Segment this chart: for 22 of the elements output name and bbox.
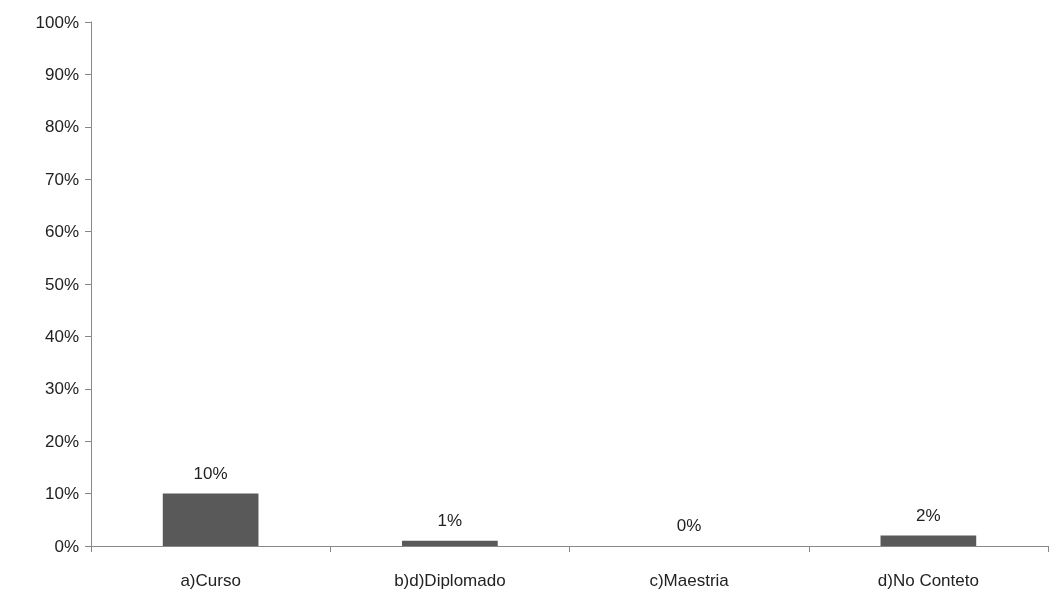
y-tick-label: 0% (54, 536, 79, 556)
y-tick-label: 40% (44, 326, 79, 346)
x-tick-label: c)Maestria (649, 571, 730, 590)
y-tick-label: 50% (44, 274, 79, 294)
y-tick-label: 10% (44, 484, 79, 504)
y-tick-label: 100% (35, 12, 79, 32)
y-tick-label: 90% (44, 64, 79, 84)
bar (162, 493, 259, 546)
data-label: 0% (676, 516, 702, 535)
data-label: 10% (193, 463, 228, 483)
y-tick-label: 60% (44, 222, 79, 242)
x-tick-label: a)Curso (180, 571, 241, 590)
bar (402, 540, 498, 546)
y-tick-label: 70% (44, 169, 79, 189)
y-tick-label: 30% (44, 379, 79, 399)
y-tick-label: 80% (44, 117, 79, 137)
data-label: 1% (437, 510, 463, 530)
x-tick-label: b)d)Diplomado (394, 571, 506, 590)
x-tick-label: d)No Conteto (877, 571, 979, 590)
bar (880, 535, 977, 546)
y-tick-label: 20% (44, 431, 79, 451)
data-label: 2% (916, 505, 941, 525)
